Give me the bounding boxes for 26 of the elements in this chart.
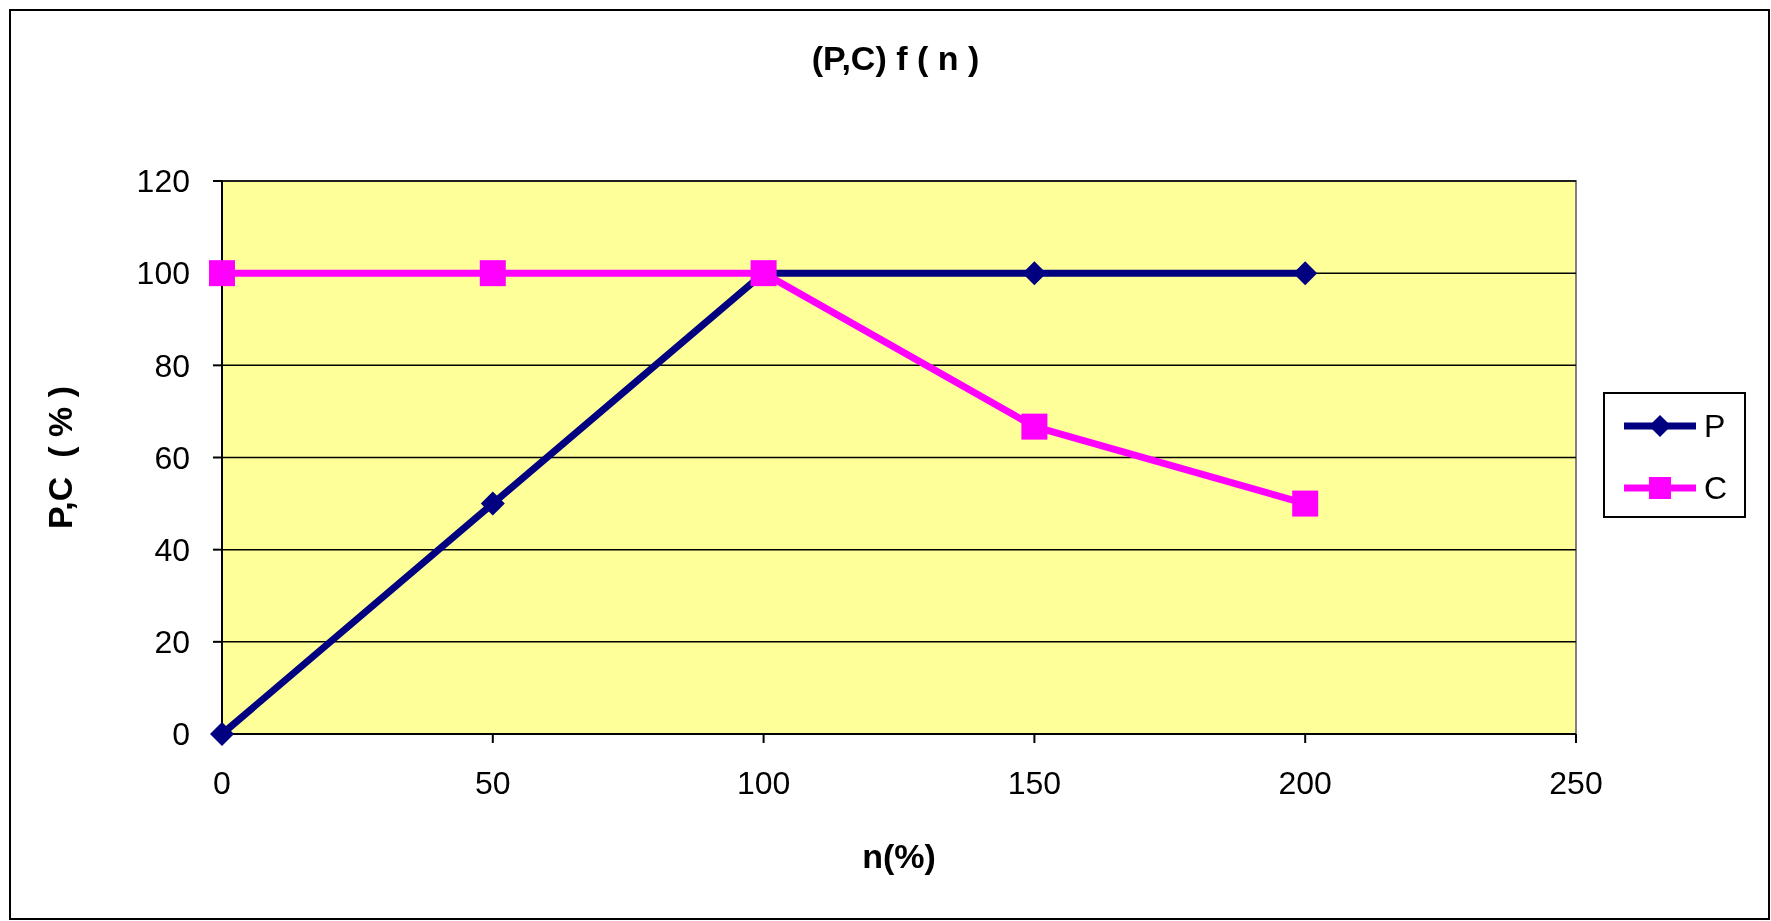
y-tick-label: 20 — [154, 624, 190, 661]
y-tick-label: 60 — [154, 439, 190, 476]
point — [209, 260, 235, 287]
x-tick-label: 0 — [213, 765, 231, 801]
point — [1292, 490, 1319, 517]
chart-title: (P,C) f ( n ) — [811, 39, 980, 77]
y-tick-label: 40 — [154, 531, 190, 568]
legend-label: P — [1704, 408, 1726, 445]
y-axis-title: P,C ( % ) — [41, 386, 79, 529]
point — [210, 722, 234, 746]
y-tick-label: 100 — [136, 255, 190, 292]
point — [1021, 413, 1048, 440]
x-tick-label: 200 — [1278, 765, 1332, 801]
point — [1022, 261, 1047, 286]
legend-label: C — [1704, 470, 1728, 507]
x-tick-label: 100 — [736, 765, 791, 801]
point — [479, 260, 506, 287]
x-tick-label: 250 — [1549, 765, 1603, 801]
x-tick-label: 50 — [475, 765, 511, 801]
y-tick-label: 80 — [154, 347, 190, 384]
y-tick-label: 0 — [172, 716, 190, 753]
point — [1293, 261, 1318, 286]
x-tick-label: 150 — [1007, 765, 1062, 801]
point — [480, 491, 505, 516]
y-tick-label: 120 — [136, 163, 190, 200]
x-axis-title: n(%) — [862, 837, 936, 875]
